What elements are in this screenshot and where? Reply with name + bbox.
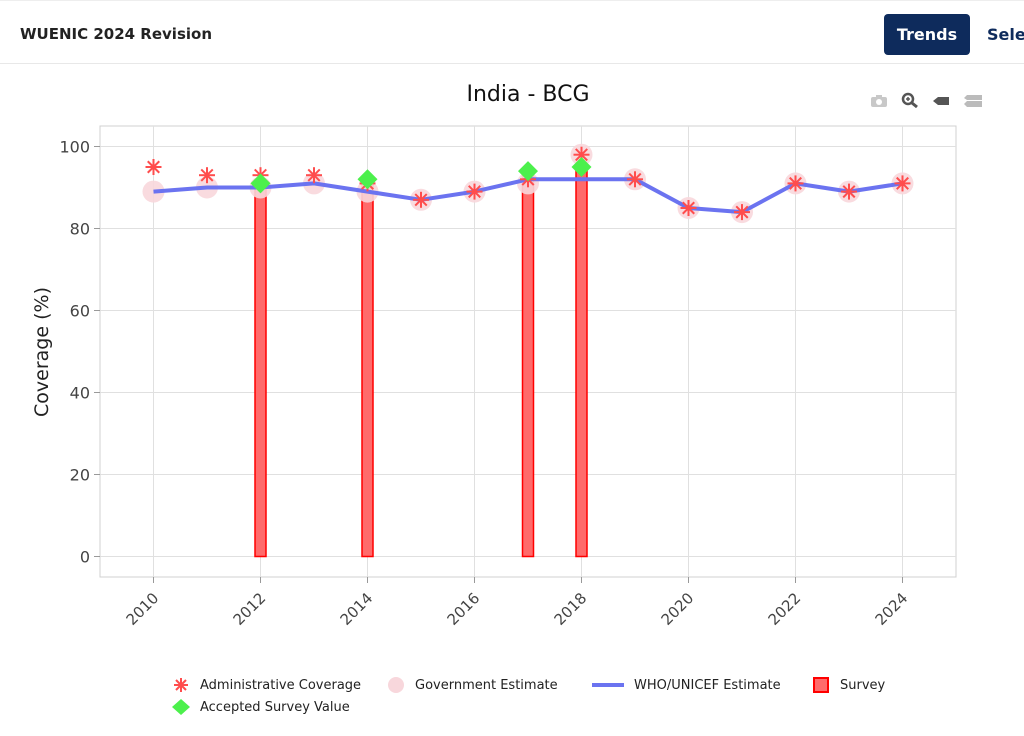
x-tick-label: 2010 <box>123 589 163 629</box>
x-tick-labels: 2010 2012 2014 2016 2018 2020 2022 2024 <box>123 577 912 629</box>
legend-label-admin: Administrative Coverage <box>200 677 362 693</box>
survey-bar <box>521 170 535 558</box>
admin-coverage-point <box>199 167 215 184</box>
legend-label-accepted: Accepted Survey Value <box>200 699 350 715</box>
survey-bar <box>361 178 374 558</box>
admin-coverage-point <box>466 183 483 200</box>
compare-icon[interactable] <box>963 93 983 107</box>
x-tick-label: 2024 <box>872 589 912 629</box>
square-icon <box>813 677 829 693</box>
chart-title: India - BCG <box>466 82 590 107</box>
camera-icon[interactable] <box>870 93 888 107</box>
admin-coverage-point <box>734 204 750 221</box>
tag-icon[interactable] <box>932 93 950 107</box>
accepted-survey-points <box>250 157 592 194</box>
legend-item-survey[interactable]: Survey <box>810 676 885 694</box>
survey-bar <box>254 182 267 558</box>
admin-coverage-point <box>841 183 857 200</box>
zoom-icon[interactable] <box>901 92 919 109</box>
admin-coverage-point <box>894 175 911 192</box>
y-tick-label: 20 <box>70 466 90 485</box>
y-tick-label: 60 <box>70 302 90 321</box>
admin-coverage-point <box>680 200 697 216</box>
admin-coverage-point <box>145 159 162 175</box>
circle-icon <box>388 677 404 693</box>
y-tick-label: 100 <box>59 138 90 157</box>
legend-item-gov[interactable]: Government Estimate <box>385 676 558 694</box>
accepted-survey-point <box>357 169 378 190</box>
x-tick-label: 2020 <box>658 589 698 629</box>
y-axis-label: Coverage (%) <box>31 287 53 417</box>
x-tick-label: 2018 <box>551 589 591 629</box>
y-tick-label: 40 <box>70 384 90 403</box>
legend-label-who: WHO/UNICEF Estimate <box>634 677 781 693</box>
admin-coverage-point <box>787 175 804 192</box>
accepted-survey-point <box>250 173 271 194</box>
admin-coverage-point <box>306 167 322 184</box>
top-bar: WUENIC 2024 Revision Trends Select <box>0 0 1024 64</box>
legend-label-gov: Government Estimate <box>415 677 558 693</box>
accepted-survey-point <box>571 157 592 177</box>
legend-item-accepted[interactable]: Accepted Survey Value <box>170 698 350 716</box>
line-icon <box>592 683 624 687</box>
legend-item-who[interactable]: WHO/UNICEF Estimate <box>590 676 781 694</box>
trends-button[interactable]: Trends <box>884 14 970 55</box>
y-tick-labels: 0 20 40 60 80 100 <box>59 138 100 567</box>
app-title: WUENIC 2024 Revision <box>20 25 213 43</box>
admin-coverage-point <box>413 191 429 208</box>
survey-bar <box>575 166 588 558</box>
chart-toolbar <box>870 92 989 112</box>
legend-item-admin[interactable]: Administrative Coverage <box>170 676 361 694</box>
accepted-survey-point <box>518 161 538 182</box>
select-link[interactable]: Select <box>987 25 1024 44</box>
legend-label-survey: Survey <box>840 677 886 693</box>
x-tick-label: 2022 <box>765 589 805 629</box>
y-tick-label: 80 <box>70 220 90 239</box>
x-tick-label: 2012 <box>230 589 270 629</box>
y-tick-label: 0 <box>80 548 90 567</box>
admin-coverage-point <box>627 171 643 188</box>
diamond-icon <box>172 699 190 715</box>
asterisk-icon <box>174 678 188 692</box>
x-tick-label: 2014 <box>337 589 377 629</box>
x-tick-label: 2016 <box>444 589 484 629</box>
